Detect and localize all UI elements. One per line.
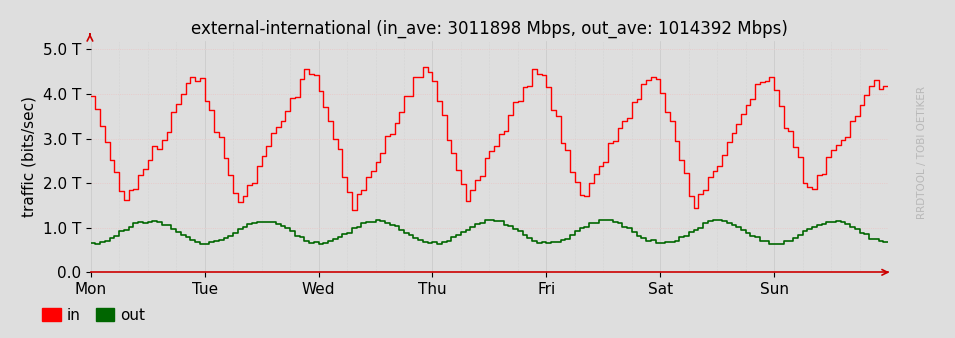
Text: RRDTOOL / TOBI OETIKER: RRDTOOL / TOBI OETIKER xyxy=(917,86,926,219)
Y-axis label: traffic (bits/sec): traffic (bits/sec) xyxy=(22,96,37,217)
Legend: in, out: in, out xyxy=(36,301,152,329)
Title: external-international (in_ave: 3011898 Mbps, out_ave: 1014392 Mbps): external-international (in_ave: 3011898 … xyxy=(191,20,788,38)
